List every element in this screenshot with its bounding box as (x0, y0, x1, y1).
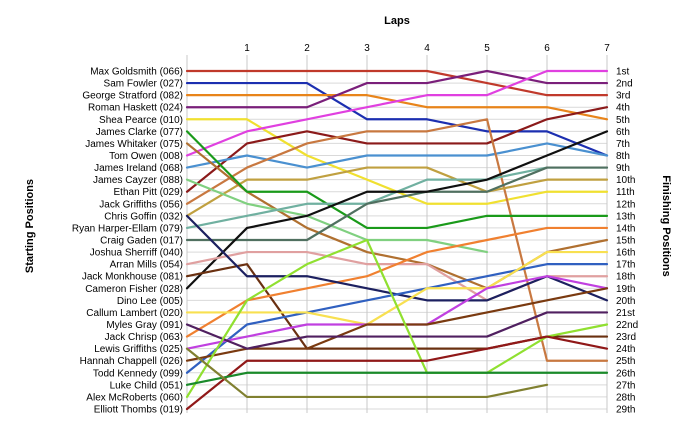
series-line-27 (185, 335, 609, 411)
finish-position-label: 4th (616, 103, 630, 114)
start-position-label: James Clarke (077) (96, 127, 183, 138)
start-position-label: Lewis Griffiths (025) (94, 344, 183, 355)
series-line-12 (185, 130, 609, 230)
start-position-label: Chris Goffin (032) (104, 211, 183, 222)
finish-position-label: 21st (616, 308, 635, 319)
finish-position-label: 5th (616, 115, 630, 126)
series-line-6 (185, 69, 609, 157)
finish-position-label: 9th (616, 163, 630, 174)
start-position-label: Cameron Fisher (028) (85, 284, 183, 295)
series-line-29 (185, 347, 549, 399)
start-position-label: Jack Chrisp (063) (105, 332, 183, 343)
lap-tick-label: 6 (544, 43, 550, 54)
y-axis-label-left: Starting Positions (24, 179, 36, 273)
start-position-label: Craig Gaden (017) (100, 236, 183, 247)
finish-position-label: 3rd (616, 91, 630, 102)
series-line-25 (185, 311, 609, 350)
finish-position-label: 11th (616, 187, 635, 198)
chart-title: Laps (384, 15, 410, 27)
finish-position-label: 6th (616, 127, 630, 138)
plot-area: 1 2 3 4 5 6 7 Max Goldsmith (066)Sam Fowler (02… (72, 43, 638, 416)
start-position-label: Dino Lee (005) (117, 296, 183, 307)
start-position-label: James Cayzer (088) (93, 175, 183, 186)
finish-position-label: 15th (616, 236, 635, 247)
finish-position-label: 7th (616, 139, 630, 150)
series-line-28 (185, 371, 609, 386)
lap-tick-label: 2 (304, 43, 310, 54)
series-line-15 (185, 166, 609, 242)
series-line-21 (185, 263, 609, 374)
start-position-label: James Whitaker (075) (85, 139, 183, 150)
finish-position-label: 17th (616, 260, 635, 271)
start-position-label: Tom Owen (008) (109, 151, 183, 162)
series-line-8 (185, 142, 609, 169)
finish-position-label: 25th (616, 356, 635, 367)
series-line-1 (185, 69, 609, 97)
finish-position-label: 2nd (616, 79, 633, 90)
lap-tick-label: 5 (484, 43, 490, 54)
finish-position-label: 10th (616, 175, 635, 186)
finish-position-label: 22nd (616, 320, 638, 331)
start-position-label: Myles Gray (091) (106, 320, 183, 331)
start-position-label: Joshua Sherriff (040) (90, 248, 183, 259)
series-line-10 (185, 166, 609, 217)
lap-tick-label: 1 (244, 43, 250, 54)
finish-position-label: 1st (616, 67, 630, 78)
finish-position-label: 16th (616, 248, 635, 259)
start-position-label: Hannah Chappell (026) (80, 356, 183, 367)
start-position-label: Ryan Harper-Ellam (079) (72, 223, 183, 234)
series-line-26 (185, 238, 609, 399)
finish-position-label: 20th (616, 296, 635, 307)
start-position-label: Elliott Thombs (019) (94, 405, 183, 416)
start-position-label: Ethan Pitt (029) (114, 187, 183, 198)
series-line-19 (185, 226, 609, 338)
start-position-label: James Ireland (068) (94, 163, 183, 174)
finish-position-label: 12th (616, 199, 635, 210)
finish-position-label: 26th (616, 368, 635, 379)
finish-position-label: 18th (616, 272, 635, 283)
series-line-7 (185, 106, 609, 193)
start-position-label: Alex McRoberts (060) (86, 392, 183, 403)
finish-position-label: 28th (616, 392, 635, 403)
start-position-label: Arran Mills (054) (110, 260, 183, 271)
series-line-24 (185, 287, 609, 362)
finish-position-label: 8th (616, 151, 630, 162)
finish-position-label: 19th (616, 284, 635, 295)
finish-position-label: 27th (616, 380, 635, 391)
lap-tick-label: 7 (604, 43, 610, 54)
finish-position-label: 29th (616, 405, 635, 416)
lap-tick-label: 3 (364, 43, 370, 54)
start-position-label: Roman Haskett (024) (88, 103, 183, 114)
start-position-label: Luke Child (051) (110, 380, 183, 391)
start-position-label: Todd Kennedy (099) (93, 368, 183, 379)
start-position-label: Jack Monkhouse (081) (82, 272, 183, 283)
series-line-9 (185, 118, 609, 362)
series-line-13 (185, 178, 489, 254)
start-position-label: Shea Pearce (010) (99, 115, 183, 126)
series-line-2 (185, 81, 609, 157)
start-position-label: Callum Lambert (020) (86, 308, 183, 319)
series-line-4 (185, 69, 609, 109)
y-axis-label-right: Finishing Positions (660, 175, 672, 276)
finish-position-label: 14th (616, 223, 635, 234)
start-position-label: Jack Griffiths (056) (99, 199, 183, 210)
start-position-label: George Stratford (082) (82, 91, 183, 102)
finish-position-label: 13th (616, 211, 635, 222)
series-line-16 (185, 130, 609, 290)
start-position-label: Max Goldsmith (066) (90, 67, 183, 78)
finish-position-label: 23rd (616, 332, 636, 343)
finish-position-label: 24th (616, 344, 635, 355)
lap-tick-label: 4 (424, 43, 430, 54)
start-position-label: Sam Fowler (027) (104, 79, 183, 90)
